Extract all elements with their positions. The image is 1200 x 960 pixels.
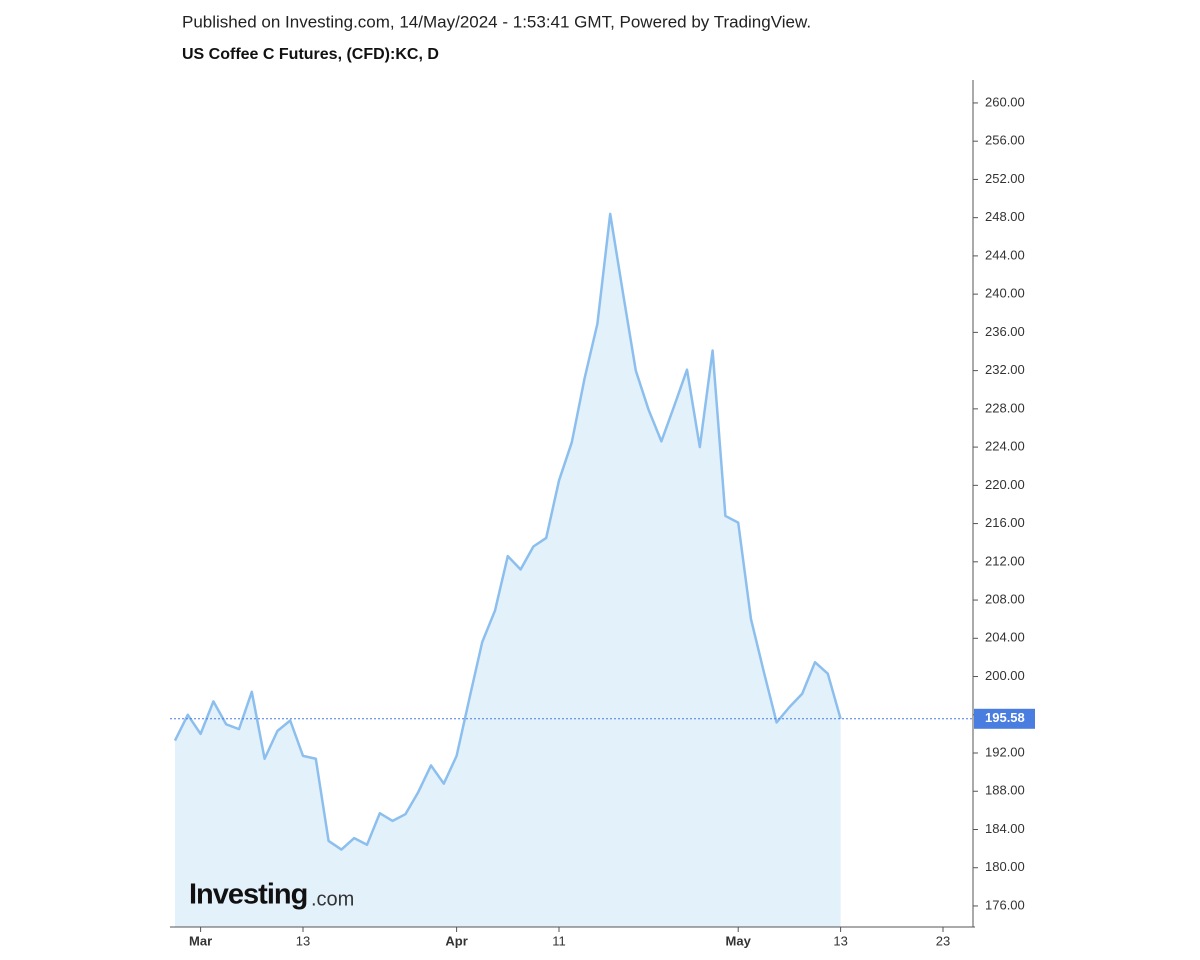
logo-brand: Investing <box>189 879 307 911</box>
y-tick-label: 200.00 <box>985 668 1025 683</box>
x-tick-label: 11 <box>552 933 566 948</box>
y-tick-label: 180.00 <box>985 859 1025 874</box>
y-tick-label: 224.00 <box>985 439 1025 454</box>
published-note: Published on Investing.com, 14/May/2024 … <box>182 12 811 31</box>
y-tick-label: 212.00 <box>985 553 1025 568</box>
y-tick-label: 260.00 <box>985 94 1025 109</box>
y-tick-label: 220.00 <box>985 477 1025 492</box>
y-tick-label: 208.00 <box>985 591 1025 606</box>
y-tick-label: 244.00 <box>985 247 1025 262</box>
y-tick-label: 236.00 <box>985 324 1025 339</box>
chart-title: US Coffee C Futures, (CFD):KC, D <box>182 46 439 63</box>
x-tick-label: May <box>726 933 752 948</box>
y-tick-label: 232.00 <box>985 362 1025 377</box>
x-tick-label: 13 <box>296 933 310 948</box>
y-tick-label: 216.00 <box>985 515 1025 530</box>
x-tick-label: Apr <box>445 933 467 948</box>
x-tick-label: Mar <box>189 933 212 948</box>
y-tick-label: 248.00 <box>985 209 1025 224</box>
y-tick-label: 204.00 <box>985 630 1025 645</box>
y-tick-label: 176.00 <box>985 897 1025 912</box>
area-fill <box>175 213 841 928</box>
y-tick-label: 252.00 <box>985 171 1025 186</box>
y-tick-label: 188.00 <box>985 783 1025 798</box>
y-tick-label: 240.00 <box>985 286 1025 301</box>
y-tick-label: 184.00 <box>985 821 1025 836</box>
last-price-label: 195.58 <box>985 710 1025 725</box>
y-tick-label: 228.00 <box>985 400 1025 415</box>
x-tick-label: 23 <box>936 933 950 948</box>
price-line <box>173 212 842 851</box>
plot-area: 176.00180.00184.00188.00192.00196.00200.… <box>170 80 1035 948</box>
last-price-box <box>974 708 1035 729</box>
logo-suffix: .com <box>311 888 354 910</box>
y-tick-label: 256.00 <box>985 133 1025 148</box>
x-tick-label: 13 <box>833 933 847 948</box>
y-tick-label: 192.00 <box>985 744 1025 759</box>
